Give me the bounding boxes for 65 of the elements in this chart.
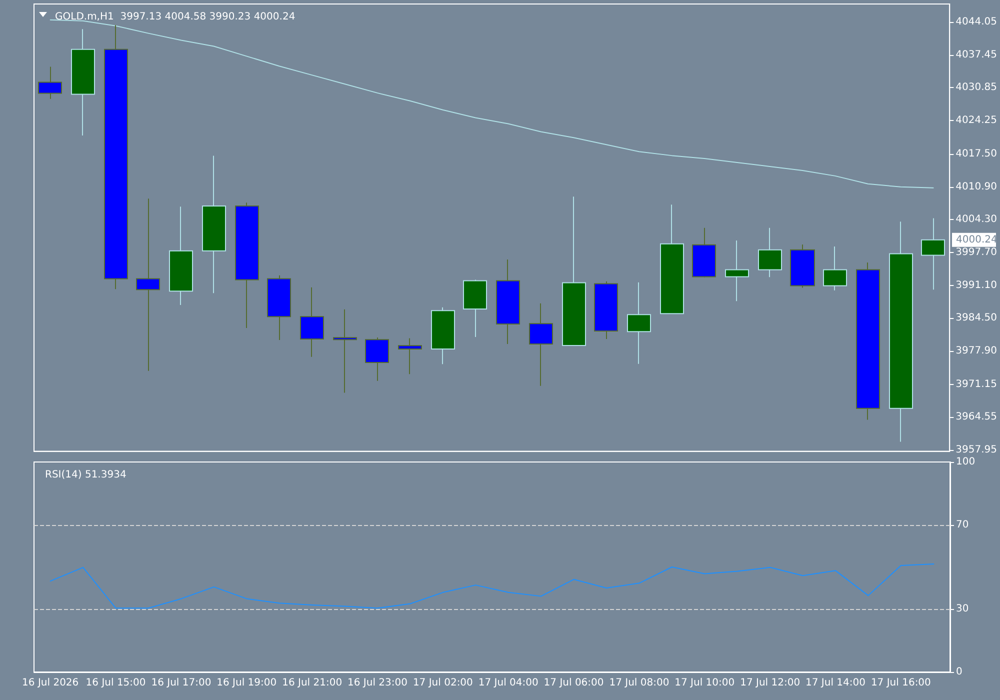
y-tick-label: 4017.50 <box>956 148 998 160</box>
candlestick <box>38 66 62 100</box>
candlestick <box>104 24 128 290</box>
x-tick-label: 16 Jul 15:00 <box>86 678 146 688</box>
candlestick <box>333 308 357 394</box>
y-tick-label: 3971.15 <box>956 378 998 390</box>
candlestick <box>921 218 945 290</box>
x-tick-label: 16 Jul 21:00 <box>282 678 342 688</box>
x-tick-label: 17 Jul 14:00 <box>806 678 866 688</box>
candlestick <box>202 155 226 294</box>
candlestick <box>71 28 95 136</box>
x-tick-label: 16 Jul 23:00 <box>348 678 408 688</box>
candlestick <box>627 282 651 364</box>
candlestick <box>529 302 553 386</box>
candlestick <box>463 279 487 338</box>
y-tick-label: 3991.10 <box>956 280 998 291</box>
candlestick <box>365 336 389 382</box>
candlestick <box>398 338 422 375</box>
x-tick-label: 16 Jul 2026 <box>22 678 79 688</box>
y-tick-label: 0 <box>956 666 962 678</box>
candlestick <box>136 198 160 372</box>
x-tick-label: 17 Jul 08:00 <box>609 678 670 688</box>
y-tick-label: 4030.85 <box>956 82 998 94</box>
x-tick-label: 17 Jul 10:00 <box>674 678 735 688</box>
candlestick <box>823 246 847 291</box>
y-tick-label: 4010.90 <box>956 181 998 192</box>
y-tick-label: 70 <box>956 520 969 530</box>
line-series <box>50 19 934 188</box>
y-tick-label: 30 <box>956 604 969 614</box>
y-tick-label: 4024.25 <box>956 115 998 126</box>
candlestick <box>725 240 749 302</box>
candlestick <box>889 221 913 442</box>
line-series <box>50 564 934 609</box>
x-tick-label: 17 Jul 02:00 <box>412 678 473 688</box>
candlestick <box>300 286 324 358</box>
y-tick-label: 4044.05 <box>956 16 998 28</box>
y-tick-label: 3984.50 <box>956 312 998 324</box>
y-tick-label: 4037.45 <box>956 49 998 60</box>
candlestick <box>169 206 193 306</box>
text: GOLD.m,H1 3997.13 4004.58 3990.23 4000.24 <box>55 12 296 22</box>
x-tick-label: 16 Jul 19:00 <box>216 678 277 688</box>
candlestick <box>562 196 586 346</box>
y-tick-label: 3957.95 <box>956 444 998 456</box>
candlestick <box>758 227 782 278</box>
y-tick-label: 3977.90 <box>956 345 998 356</box>
y-tick-label: 100 <box>956 456 976 468</box>
candlestick <box>594 280 618 340</box>
candlestick <box>660 204 684 315</box>
text: RSI(14) 51.3934 <box>45 470 126 480</box>
candlestick <box>856 262 880 420</box>
candlestick <box>235 202 259 328</box>
y-tick-label: 3964.55 <box>956 412 998 423</box>
x-tick-label: 17 Jul 06:00 <box>544 678 604 688</box>
candlestick <box>431 306 455 365</box>
x-tick-label: 17 Jul 12:00 <box>740 678 800 688</box>
y-tick-label: 4004.30 <box>956 214 998 226</box>
y-tick-label: 3997.70 <box>956 246 998 258</box>
candlestick <box>692 227 716 278</box>
text: 4000.24 <box>956 234 998 246</box>
x-tick-label: 17 Jul 04:00 <box>478 678 538 688</box>
candlestick <box>790 244 815 288</box>
x-tick-label: 16 Jul 17:00 <box>151 678 212 688</box>
candlestick <box>496 258 520 344</box>
x-tick-label: 17 Jul 16:00 <box>870 678 931 688</box>
candlestick <box>267 274 291 340</box>
